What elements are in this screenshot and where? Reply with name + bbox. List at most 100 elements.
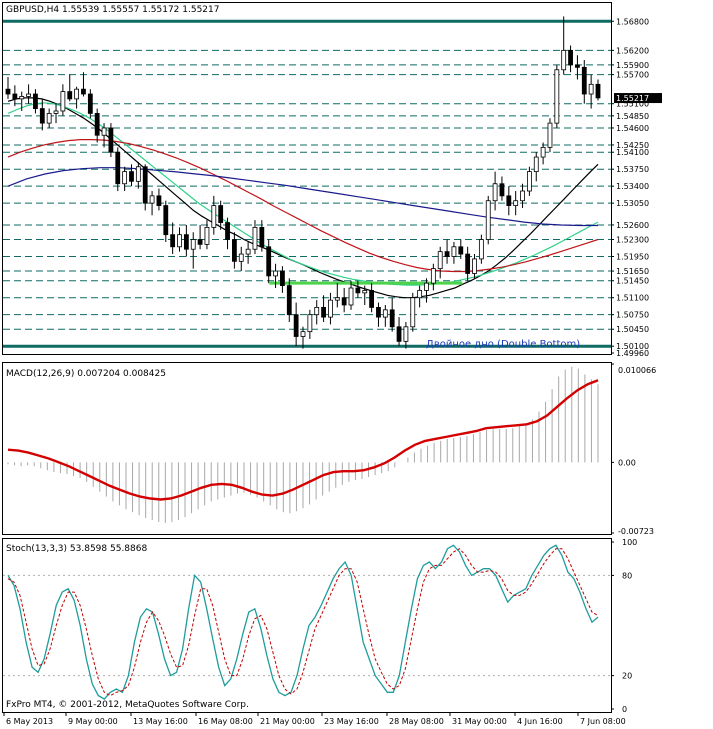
candle xyxy=(5,77,11,99)
candle xyxy=(328,292,333,325)
candle xyxy=(321,295,326,322)
candle-body xyxy=(53,110,59,114)
candle-body xyxy=(46,113,52,124)
price-tick-label: 1.52600 xyxy=(616,221,649,230)
candle xyxy=(341,288,347,313)
candle xyxy=(218,200,224,230)
candle xyxy=(142,164,148,211)
macd-panel-frame[interactable] xyxy=(2,362,612,535)
stoch-main-line xyxy=(7,544,599,700)
candle-body xyxy=(39,108,45,124)
candle xyxy=(190,232,196,269)
candle xyxy=(465,246,471,281)
candle-body xyxy=(26,93,31,97)
candle-body xyxy=(211,205,217,228)
candle-body xyxy=(348,287,354,306)
candle-body xyxy=(396,326,402,342)
candle xyxy=(129,164,134,187)
candle-body xyxy=(307,314,313,333)
candle-body xyxy=(177,234,182,248)
candle xyxy=(108,123,114,158)
price-tick-label: 1.55700 xyxy=(616,71,649,80)
time-tick-label: 6 May 2013 xyxy=(6,717,53,726)
candle-body xyxy=(499,183,505,197)
candle-body xyxy=(540,146,546,158)
candle-body xyxy=(581,66,587,95)
candle-body xyxy=(554,69,560,124)
candle-body xyxy=(575,64,580,68)
candle xyxy=(300,326,306,349)
candle-body xyxy=(314,307,320,316)
candle xyxy=(513,191,519,216)
stochastic-lines xyxy=(3,544,611,700)
moving-average-line xyxy=(7,167,598,227)
candle-body xyxy=(225,222,230,240)
candle-body xyxy=(5,88,11,95)
price-tick-label: 1.54600 xyxy=(616,124,649,133)
candle-body xyxy=(252,226,258,250)
candle xyxy=(252,220,258,255)
price-tick-label: 1.54250 xyxy=(616,141,649,150)
candle-body xyxy=(238,253,244,262)
stoch-tick-label: 0 xyxy=(622,705,627,714)
candle xyxy=(506,186,512,216)
price-tick-label: 1.56200 xyxy=(616,46,649,55)
candle-body xyxy=(170,234,176,248)
candle-body xyxy=(266,246,272,277)
candle-body xyxy=(204,226,210,245)
price-tick-label: 1.53750 xyxy=(616,165,649,174)
candle xyxy=(520,183,525,208)
candle xyxy=(547,118,553,153)
candle-body xyxy=(410,297,416,328)
candle-body xyxy=(328,299,333,318)
time-tick-label: 13 May 16:00 xyxy=(133,717,188,726)
candle-body xyxy=(87,93,93,114)
candle xyxy=(87,89,93,119)
candle-body xyxy=(444,251,450,257)
candle-body xyxy=(513,200,519,206)
time-tick-label: 7 Jun 08:00 xyxy=(580,717,626,726)
candle xyxy=(211,195,217,235)
candle-body xyxy=(245,248,251,255)
candle-body xyxy=(190,239,196,250)
candle xyxy=(94,108,100,143)
price-tick-label: 1.51100 xyxy=(616,294,649,303)
price-panel-frame[interactable] xyxy=(2,2,612,355)
price-tick-label: 1.51950 xyxy=(616,252,649,261)
candle xyxy=(561,16,567,75)
macd-tick-label: 0.00 xyxy=(618,458,636,467)
time-tick-label: 4 Jun 16:00 xyxy=(517,717,563,726)
time-tick-label: 31 May 00:00 xyxy=(452,717,507,726)
candle-body xyxy=(485,200,491,240)
candle xyxy=(231,232,237,269)
candle xyxy=(437,246,443,279)
candle-body xyxy=(472,258,477,274)
candle xyxy=(499,176,505,201)
candle xyxy=(492,171,498,211)
price-tick-label: 1.55900 xyxy=(616,61,649,70)
candle xyxy=(53,103,59,124)
candle xyxy=(163,200,169,242)
candle xyxy=(307,309,313,339)
candle xyxy=(39,98,45,131)
candle xyxy=(554,64,560,128)
time-tick-label: 16 May 08:00 xyxy=(198,717,253,726)
candle-body xyxy=(19,96,25,100)
price-tick-label: 1.54100 xyxy=(616,148,649,157)
macd-tick-label: -0.00723 xyxy=(618,527,654,536)
candle-body xyxy=(376,307,381,318)
candle xyxy=(266,239,272,284)
candle-body xyxy=(334,297,340,301)
candle xyxy=(60,84,66,116)
candle xyxy=(149,191,155,216)
stoch-panel-frame[interactable] xyxy=(2,538,612,713)
candle xyxy=(430,263,436,291)
price-tick-label: 1.50450 xyxy=(616,325,649,334)
candle-body xyxy=(149,195,155,204)
candle-body xyxy=(547,122,553,148)
candle xyxy=(259,220,265,252)
candle-body xyxy=(293,314,299,337)
candle-body xyxy=(506,195,512,206)
